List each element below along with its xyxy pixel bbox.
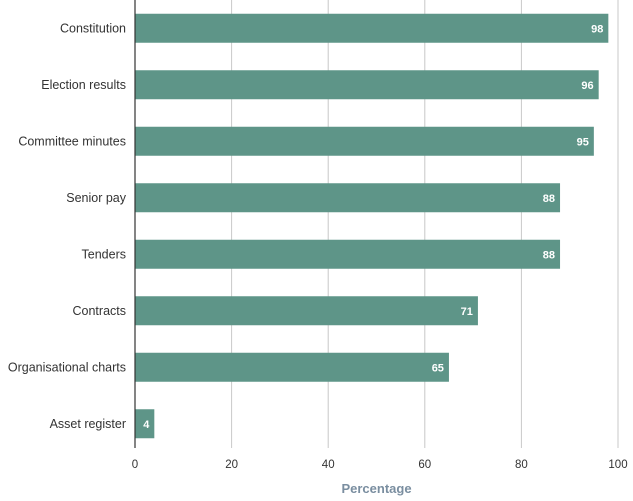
bar (135, 352, 449, 382)
data-label: 96 (581, 80, 593, 92)
category-label: Tenders (82, 247, 126, 261)
x-tick-label: 20 (225, 459, 238, 471)
category-label: Senior pay (66, 191, 127, 205)
data-label: 88 (543, 193, 555, 205)
bar (135, 409, 155, 439)
data-label: 4 (143, 419, 150, 431)
data-label: 88 (543, 249, 555, 261)
category-label: Election results (41, 78, 126, 92)
bar (135, 183, 561, 213)
category-label: Asset register (50, 417, 126, 431)
data-label: 98 (591, 23, 603, 35)
data-label: 65 (432, 362, 444, 374)
x-axis-title: Percentage (341, 481, 411, 496)
bar (135, 126, 594, 156)
category-label: Organisational charts (8, 360, 126, 374)
bar (135, 239, 561, 269)
x-tick-label: 40 (322, 459, 335, 471)
x-tick-label: 60 (418, 459, 431, 471)
category-label: Contracts (73, 304, 127, 318)
x-tick-labels: 0 20 40 60 80 100 (132, 459, 628, 471)
bar (135, 296, 478, 326)
x-tick-label: 100 (608, 459, 627, 471)
x-tick-label: 80 (515, 459, 528, 471)
category-label: Committee minutes (18, 134, 126, 148)
category-labels: Constitution Election results Committee mi… (8, 21, 127, 431)
x-tick-label: 0 (132, 459, 138, 471)
bar (135, 70, 599, 100)
data-label: 95 (577, 136, 589, 148)
bars: 98 96 95 88 88 71 65 4 (135, 13, 609, 439)
data-label: 71 (461, 306, 473, 318)
category-label: Constitution (60, 21, 126, 35)
bar (135, 13, 609, 43)
